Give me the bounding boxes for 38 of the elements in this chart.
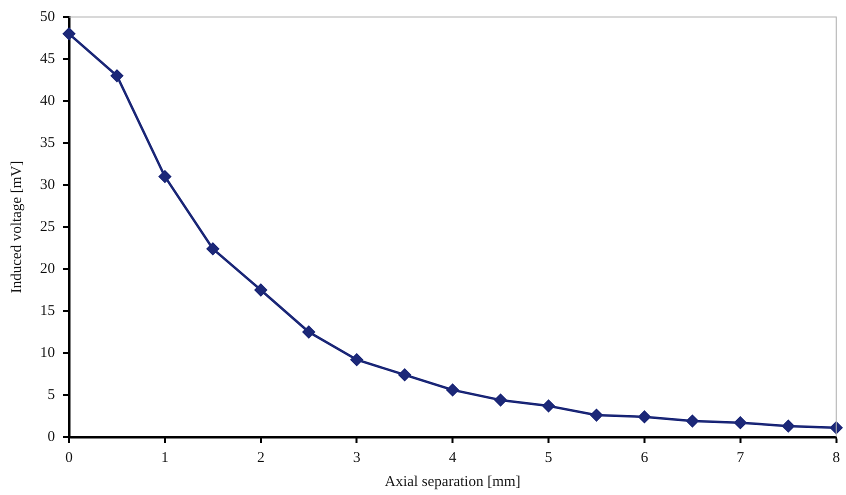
point — [206, 242, 220, 256]
y-tick-label: 40 — [40, 92, 55, 109]
y-tick-label: 50 — [40, 8, 55, 25]
y-tick-label: 35 — [40, 134, 55, 151]
y-tick-label: 0 — [48, 428, 55, 445]
y-axis-title: Induced voltage [mV] — [8, 160, 25, 294]
x-tick-label: 4 — [448, 450, 457, 466]
x-tick-label: 8 — [832, 450, 840, 466]
point — [638, 410, 651, 424]
point — [782, 420, 795, 433]
point — [62, 27, 76, 40]
point — [446, 383, 460, 396]
y-tick-label: 10 — [40, 344, 55, 361]
point — [110, 69, 124, 82]
x-tick-label: 3 — [352, 450, 360, 466]
point — [158, 170, 172, 184]
point — [350, 353, 364, 366]
point — [254, 284, 268, 296]
y-tick-label: 25 — [40, 218, 55, 235]
x-tick-label: 2 — [257, 450, 265, 466]
x-tick-label: 0 — [65, 450, 73, 466]
x-tick-label: 1 — [161, 450, 169, 466]
point — [398, 368, 412, 382]
point — [302, 326, 316, 338]
point — [542, 399, 556, 412]
y-tick-label: 45 — [40, 50, 55, 67]
x-tick-label: 7 — [736, 450, 745, 466]
point — [734, 416, 747, 430]
x-tick-label: 5 — [544, 450, 552, 466]
point — [686, 414, 699, 428]
y-tick-label: 5 — [48, 386, 55, 403]
x-axis-title: Axial separation [mm] — [384, 474, 521, 490]
y-tick-label: 30 — [40, 176, 55, 193]
y-tick-label: 15 — [40, 302, 55, 319]
point — [494, 394, 508, 407]
point — [590, 408, 603, 422]
x-tick-label: 6 — [640, 450, 649, 466]
y-tick-label: 20 — [40, 260, 55, 277]
